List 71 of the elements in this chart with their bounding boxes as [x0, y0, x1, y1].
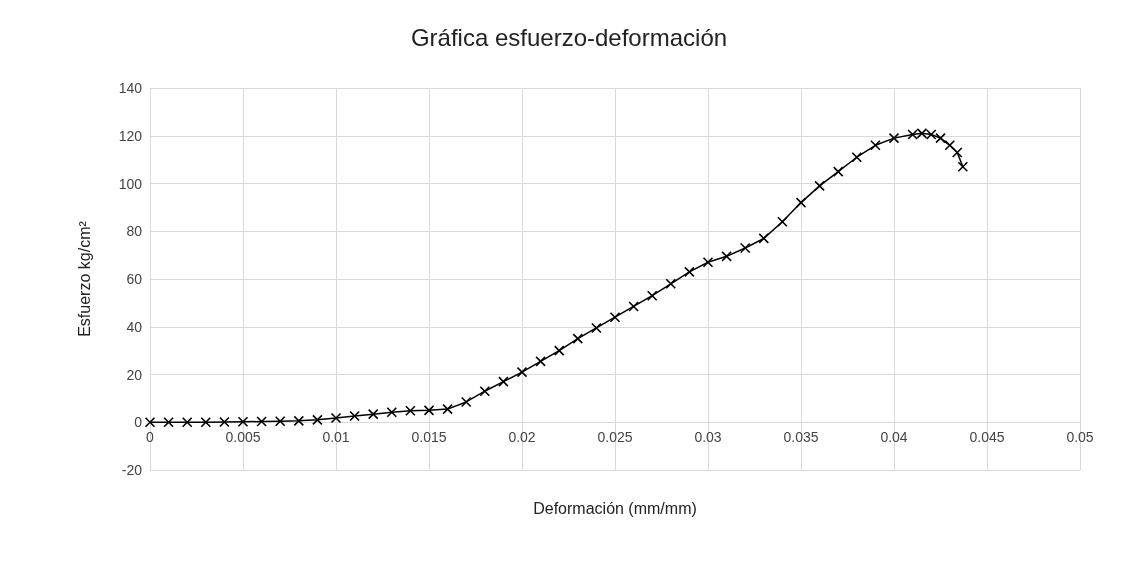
y-tick-label: 0: [134, 414, 143, 431]
point: [553, 345, 565, 356]
point: [628, 301, 639, 312]
point: [349, 410, 360, 422]
y-tick-label: 80: [126, 223, 143, 240]
point: [312, 414, 323, 426]
x-tick-label: 0.02: [508, 429, 536, 446]
x-axis-title: Deformación (mm/mm): [533, 499, 697, 517]
point: [181, 416, 193, 428]
y-tick-label: 100: [118, 175, 143, 192]
point: [200, 416, 212, 428]
point: [832, 166, 844, 177]
point: [293, 415, 305, 427]
x-tick-label: 0.005: [225, 429, 261, 446]
point: [944, 140, 956, 151]
point: [665, 278, 677, 290]
point: [758, 233, 770, 244]
point: [516, 366, 528, 378]
y-tick-label: 140: [118, 80, 143, 96]
point: [572, 333, 584, 344]
x-tick-label: 0.015: [411, 429, 447, 446]
y-tick-label: 60: [126, 271, 143, 287]
point: [423, 405, 435, 416]
y-tick-label: 120: [118, 127, 143, 144]
y-tick-label: -20: [121, 462, 143, 478]
point: [684, 266, 695, 278]
point: [460, 396, 472, 408]
x-tick-label: 0.01: [322, 429, 350, 446]
point: [646, 290, 658, 302]
point: [274, 416, 286, 427]
y-tick-label: 20: [126, 366, 143, 383]
point: [888, 132, 900, 144]
point: [442, 403, 453, 415]
point: [851, 151, 863, 163]
x-tick-label: 0.045: [969, 429, 1005, 446]
point: [144, 416, 156, 428]
point: [405, 405, 416, 417]
x-tick-label: 0.03: [694, 429, 722, 446]
point: [935, 132, 946, 144]
point: [591, 322, 602, 334]
y-tick-label: 40: [126, 318, 143, 335]
point: [163, 416, 174, 428]
point: [957, 161, 969, 173]
point: [479, 385, 491, 397]
point: [814, 180, 825, 192]
point: [535, 356, 546, 367]
point: [795, 197, 807, 208]
chart-title: Gráfica esfuerzo-deformación: [410, 23, 728, 51]
point: [219, 416, 230, 428]
x-tick-label: 0: [146, 429, 155, 446]
point: [777, 216, 788, 227]
x-tick-label: 0.04: [880, 429, 908, 446]
point: [951, 147, 963, 158]
point: [907, 129, 918, 140]
point: [609, 311, 621, 323]
point: [386, 406, 398, 418]
point: [498, 376, 509, 387]
x-tick-label: 0.035: [783, 429, 819, 446]
point: [367, 408, 379, 420]
point: [256, 416, 267, 427]
y-axis-title: Esfuerzo kg/cm²: [75, 220, 93, 337]
point: [870, 140, 881, 151]
x-tick-label: 0.025: [597, 429, 633, 446]
point: [237, 416, 249, 428]
x-tick-label: 0.05: [1066, 429, 1094, 446]
point: [925, 129, 937, 140]
point: [702, 256, 714, 268]
point: [916, 128, 928, 139]
point: [739, 242, 751, 254]
point: [330, 412, 342, 424]
point: [721, 251, 732, 262]
